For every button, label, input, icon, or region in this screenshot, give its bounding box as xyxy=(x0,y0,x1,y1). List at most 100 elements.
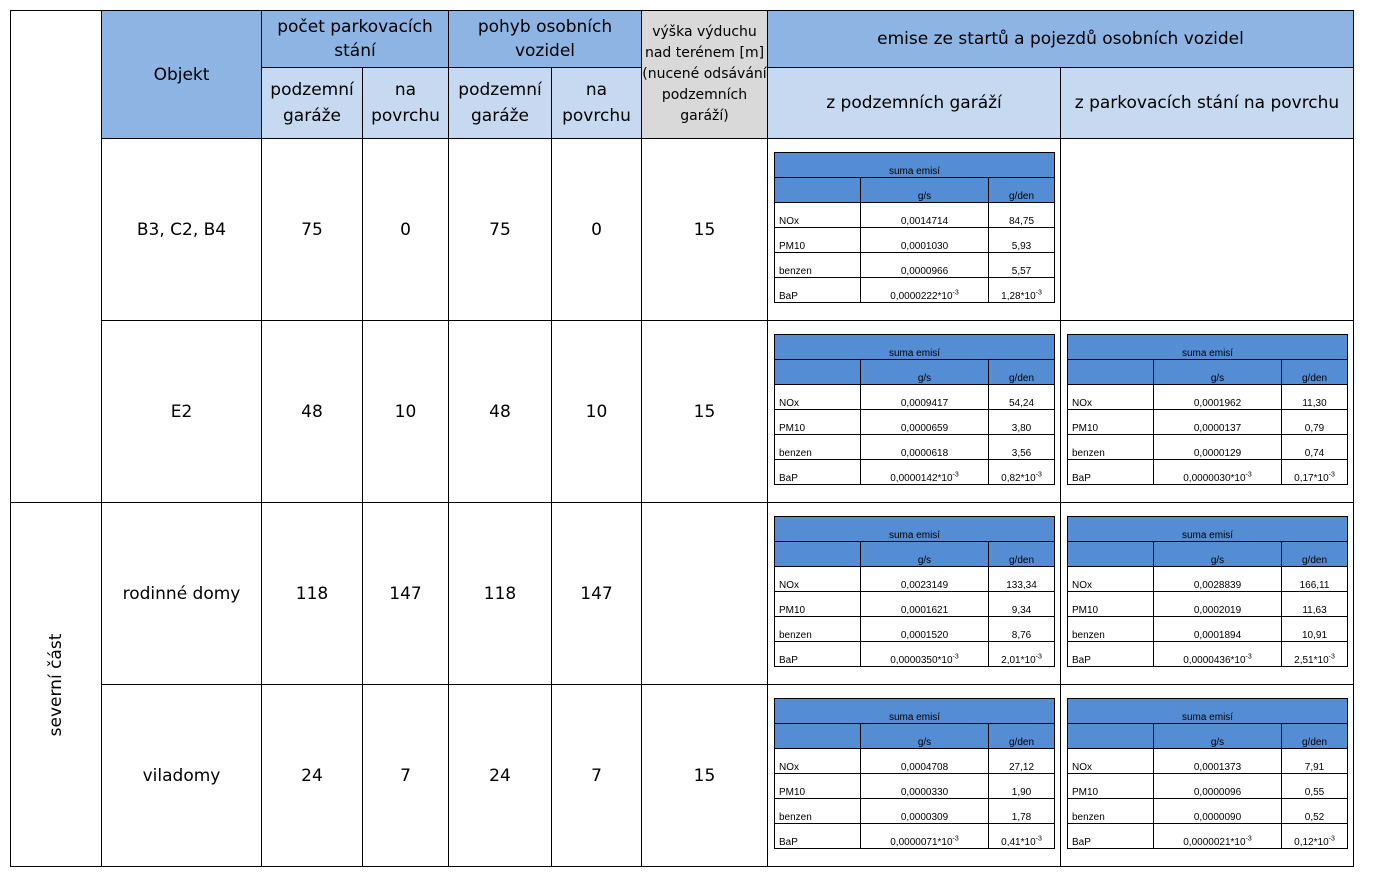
value-gden: 54,24 xyxy=(987,384,1056,410)
suma-emisi-label: suma emisí xyxy=(773,516,1056,542)
value-gden-text: 8,76 xyxy=(1011,630,1032,641)
value-gden-text: 2,01 xyxy=(1001,655,1021,666)
side-label: severní část xyxy=(46,633,66,736)
emission-row: benzen 0,0000618 3,56 xyxy=(774,434,1056,460)
unit-gs: g/s xyxy=(1153,359,1282,385)
header-stani-povrch: na povrchu xyxy=(362,67,449,139)
value-gden: 10,91 xyxy=(1280,616,1349,642)
unit-gs: g/s xyxy=(860,177,989,203)
value-gs: 0,0001373 xyxy=(1153,748,1282,774)
emission-row: NOx 0,0004708 27,12 xyxy=(774,748,1056,774)
emission-row: BaP 0,0000021*10-3 0,12*10-3 xyxy=(1067,823,1349,849)
value-gs-text: 0,0000030 xyxy=(1183,473,1231,484)
exponent: -3 xyxy=(1035,289,1042,297)
value-gs: 0,0000096 xyxy=(1153,773,1282,799)
emission-row: BaP 0,0000350*10-3 2,01*10-3 xyxy=(774,641,1056,667)
value-gs-text: 0,0001962 xyxy=(1193,398,1242,409)
pollutant-name: PM10 xyxy=(1067,591,1154,617)
emission-row: PM10 0,0000659 3,80 xyxy=(774,409,1056,435)
value-gden-text: 0,12 xyxy=(1294,837,1314,848)
value-gden: 8,76 xyxy=(987,616,1056,642)
value-gs: 0,0000436*10-3 xyxy=(1153,641,1282,667)
value-gs-text: 0,0000618 xyxy=(900,448,949,459)
exponent: -3 xyxy=(1035,835,1042,843)
multiplier: *10 xyxy=(1313,473,1329,484)
exponent: -3 xyxy=(1328,835,1335,843)
value-gs-text: 0,0000021 xyxy=(1183,837,1231,848)
value-gden: 3,80 xyxy=(987,409,1056,435)
value-gden: 11,30 xyxy=(1280,384,1349,410)
pohyb-podzemni: 118 xyxy=(448,502,552,685)
value-gden-text: 27,12 xyxy=(1009,762,1035,773)
value-gs-text: 0,0000966 xyxy=(900,266,949,277)
pollutant-name: PM10 xyxy=(774,227,861,253)
vyska-value: 15 xyxy=(641,138,768,321)
value-gs-text: 0,0000659 xyxy=(900,423,949,434)
value-gden: 1,90 xyxy=(987,773,1056,799)
value-gden: 0,52 xyxy=(1280,798,1349,824)
unit-blank xyxy=(774,359,861,385)
exponent: -3 xyxy=(1245,653,1252,661)
multiplier: *10 xyxy=(1020,655,1036,666)
side-blank xyxy=(10,138,102,503)
value-gden: 2,01*10-3 xyxy=(987,641,1056,667)
pollutant-name: NOx xyxy=(1067,384,1154,410)
pollutant-name: PM10 xyxy=(1067,409,1154,435)
emission-subtable: suma emisí g/s g/den NOx 0,0014714 84,75 PM10 0… xyxy=(773,152,1056,303)
value-gs-text: 0,0000222 xyxy=(890,291,938,302)
value-gden-text: 11,63 xyxy=(1302,605,1327,616)
unit-gden: g/den xyxy=(987,723,1056,749)
suma-emisi-label: suma emisí xyxy=(773,698,1056,724)
value-gs-text: 0,0009417 xyxy=(900,398,949,409)
emission-row: benzen 0,0000129 0,74 xyxy=(1067,434,1349,460)
value-gden-text: 0,17 xyxy=(1294,473,1314,484)
value-gden-text: 10,91 xyxy=(1302,630,1328,641)
pollutant-name: benzen xyxy=(774,252,861,278)
value-gs-text: 0,0000129 xyxy=(1193,448,1242,459)
value-gden: 5,93 xyxy=(987,227,1056,253)
pohyb-podzemni: 48 xyxy=(448,320,552,503)
unit-gden: g/den xyxy=(1280,359,1349,385)
exponent: -3 xyxy=(1245,471,1252,479)
exponent: -3 xyxy=(952,835,959,843)
multiplier: *10 xyxy=(1230,473,1246,484)
value-gs: 0,0001962 xyxy=(1153,384,1282,410)
value-gden-text: 5,57 xyxy=(1011,266,1032,277)
multiplier: *10 xyxy=(937,291,953,302)
exponent: -3 xyxy=(952,471,959,479)
value-gs-text: 0,0028839 xyxy=(1193,580,1242,591)
emise-podzemni-cell: suma emisí g/s g/den NOx 0,0014714 84,75 PM10 0… xyxy=(767,138,1061,321)
value-gs: 0,0028839 xyxy=(1153,566,1282,592)
emission-subtable: suma emisí g/s g/den NOx 0,0004708 27,12 PM10 0… xyxy=(773,698,1056,849)
value-gden-text: 7,91 xyxy=(1304,762,1325,773)
exponent: -3 xyxy=(1035,471,1042,479)
value-gs: 0,0000030*10-3 xyxy=(1153,459,1282,485)
emission-subtable: suma emisí g/s g/den NOx 0,0009417 54,24 PM10 0… xyxy=(773,334,1056,485)
pollutant-name: benzen xyxy=(1067,434,1154,460)
value-gden-text: 0,52 xyxy=(1304,812,1325,823)
emission-row: benzen 0,0000090 0,52 xyxy=(1067,798,1349,824)
value-gs-text: 0,0001621 xyxy=(900,605,949,616)
value-gs: 0,0000350*10-3 xyxy=(860,641,989,667)
value-gs: 0,0000659 xyxy=(860,409,989,435)
emission-cell: suma emisí g/s g/den NOx 0,0001373 7,91 PM10 0,… xyxy=(1061,685,1353,866)
pollutant-name: benzen xyxy=(774,434,861,460)
pollutant-name: BaP xyxy=(1067,641,1154,667)
value-gs: 0,0004708 xyxy=(860,748,989,774)
emission-row: BaP 0,0000222*10-3 1,28*10-3 xyxy=(774,277,1056,303)
suma-emisi-label: suma emisí xyxy=(1066,516,1349,542)
value-gs: 0,0000222*10-3 xyxy=(860,277,989,303)
value-gs-text: 0,0000142 xyxy=(890,473,938,484)
exponent: -3 xyxy=(952,653,959,661)
value-gs-text: 0,0023149 xyxy=(900,580,949,591)
value-gden-text: 0,74 xyxy=(1304,448,1325,459)
multiplier: *10 xyxy=(1020,473,1036,484)
multiplier: *10 xyxy=(1230,837,1246,848)
stani-podzemni: 75 xyxy=(261,138,363,321)
pollutant-name: BaP xyxy=(774,459,861,485)
stani-povrch: 147 xyxy=(362,502,449,685)
emission-row: NOx 0,0028839 166,11 xyxy=(1067,566,1349,592)
pohyb-povrch: 0 xyxy=(551,138,642,321)
pollutant-name: PM10 xyxy=(774,591,861,617)
header-z-podzemnich: z podzemních garáží xyxy=(767,67,1061,139)
